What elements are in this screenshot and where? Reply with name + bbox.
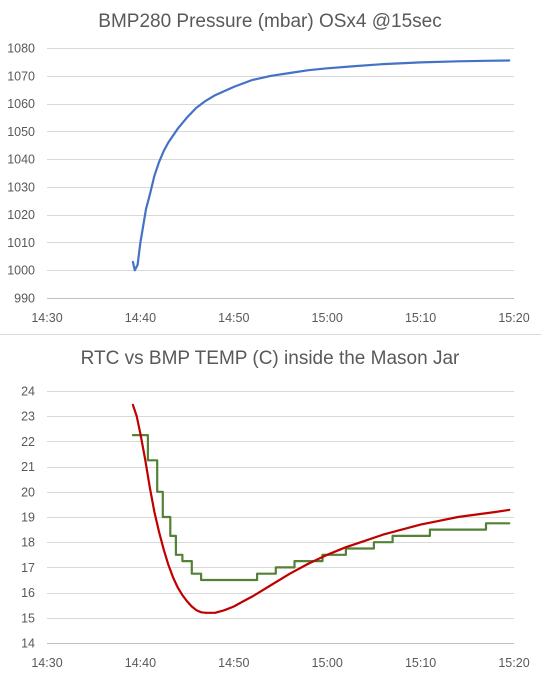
temperature-y-tick-label: 23 bbox=[21, 410, 35, 424]
temperature-series bbox=[131, 403, 511, 614]
temperature-x-tick-label: 14:30 bbox=[31, 656, 62, 670]
temperature-y-tick-label: 24 bbox=[21, 385, 35, 399]
pressure-x-tick-label: 14:30 bbox=[31, 311, 62, 325]
temperature-gridlines bbox=[47, 391, 514, 644]
temperature-series-line-1 bbox=[131, 434, 511, 582]
temperature-y-tick-labels: 14 15 16 17 18 19 20 21 22 23 24 bbox=[21, 385, 35, 651]
temperature-y-tick-label: 18 bbox=[21, 536, 35, 550]
temperature-x-tick-label: 15:10 bbox=[405, 656, 436, 670]
pressure-series-line-1 bbox=[131, 59, 511, 272]
temperature-y-tick-label: 19 bbox=[21, 511, 35, 525]
temperature-y-tick-label: 14 bbox=[21, 637, 35, 651]
temperature-y-tick-label: 16 bbox=[21, 586, 35, 600]
temperature-chart-title: RTC vs BMP TEMP (C) inside the Mason Jar bbox=[81, 348, 460, 369]
temperature-y-tick-label: 20 bbox=[21, 485, 35, 499]
temperature-y-tick-label: 17 bbox=[21, 561, 35, 575]
pressure-y-tick-label: 1050 bbox=[7, 125, 35, 139]
pressure-y-tick-label: 990 bbox=[14, 292, 35, 306]
temperature-y-tick-label: 15 bbox=[21, 611, 35, 625]
pressure-y-tick-label: 1060 bbox=[7, 97, 35, 111]
pressure-series bbox=[131, 59, 511, 272]
pressure-x-tick-label: 15:00 bbox=[312, 311, 343, 325]
temperature-chart: RTC vs BMP TEMP (C) inside the Mason Jar… bbox=[21, 348, 530, 670]
pressure-y-tick-label: 1000 bbox=[7, 264, 35, 278]
pressure-x-tick-label: 14:40 bbox=[125, 311, 156, 325]
pressure-y-tick-label: 1080 bbox=[7, 42, 35, 56]
pressure-y-tick-labels: 990 1000 1010 1020 1030 1040 1050 1060 1070 1080 bbox=[7, 42, 35, 306]
pressure-y-tick-label: 1030 bbox=[7, 180, 35, 194]
pressure-chart-title: BMP280 Pressure (mbar) OSx4 @15sec bbox=[98, 11, 441, 32]
pressure-x-tick-label: 14:50 bbox=[218, 311, 249, 325]
pressure-y-tick-label: 1020 bbox=[7, 208, 35, 222]
temperature-x-tick-label: 15:00 bbox=[312, 656, 343, 670]
temperature-y-tick-label: 22 bbox=[21, 435, 35, 449]
temperature-x-tick-label: 14:50 bbox=[218, 656, 249, 670]
temperature-x-tick-labels: 14:30 14:40 14:50 15:00 15:10 15:20 bbox=[31, 656, 529, 670]
pressure-y-tick-label: 1040 bbox=[7, 153, 35, 167]
temperature-x-tick-label: 14:40 bbox=[125, 656, 156, 670]
pressure-y-tick-label: 1070 bbox=[7, 69, 35, 83]
pressure-chart: BMP280 Pressure (mbar) OSx4 @15sec 990 10… bbox=[7, 11, 530, 325]
pressure-gridlines bbox=[47, 48, 514, 299]
pressure-x-tick-label: 15:10 bbox=[405, 311, 436, 325]
temperature-y-tick-label: 21 bbox=[21, 460, 35, 474]
pressure-x-tick-label: 15:20 bbox=[498, 311, 529, 325]
pressure-x-tick-labels: 14:30 14:40 14:50 15:00 15:10 15:20 bbox=[31, 311, 529, 325]
pressure-y-tick-label: 1010 bbox=[7, 236, 35, 250]
temperature-series-line-2 bbox=[131, 403, 511, 614]
temperature-x-tick-label: 15:20 bbox=[498, 656, 529, 670]
